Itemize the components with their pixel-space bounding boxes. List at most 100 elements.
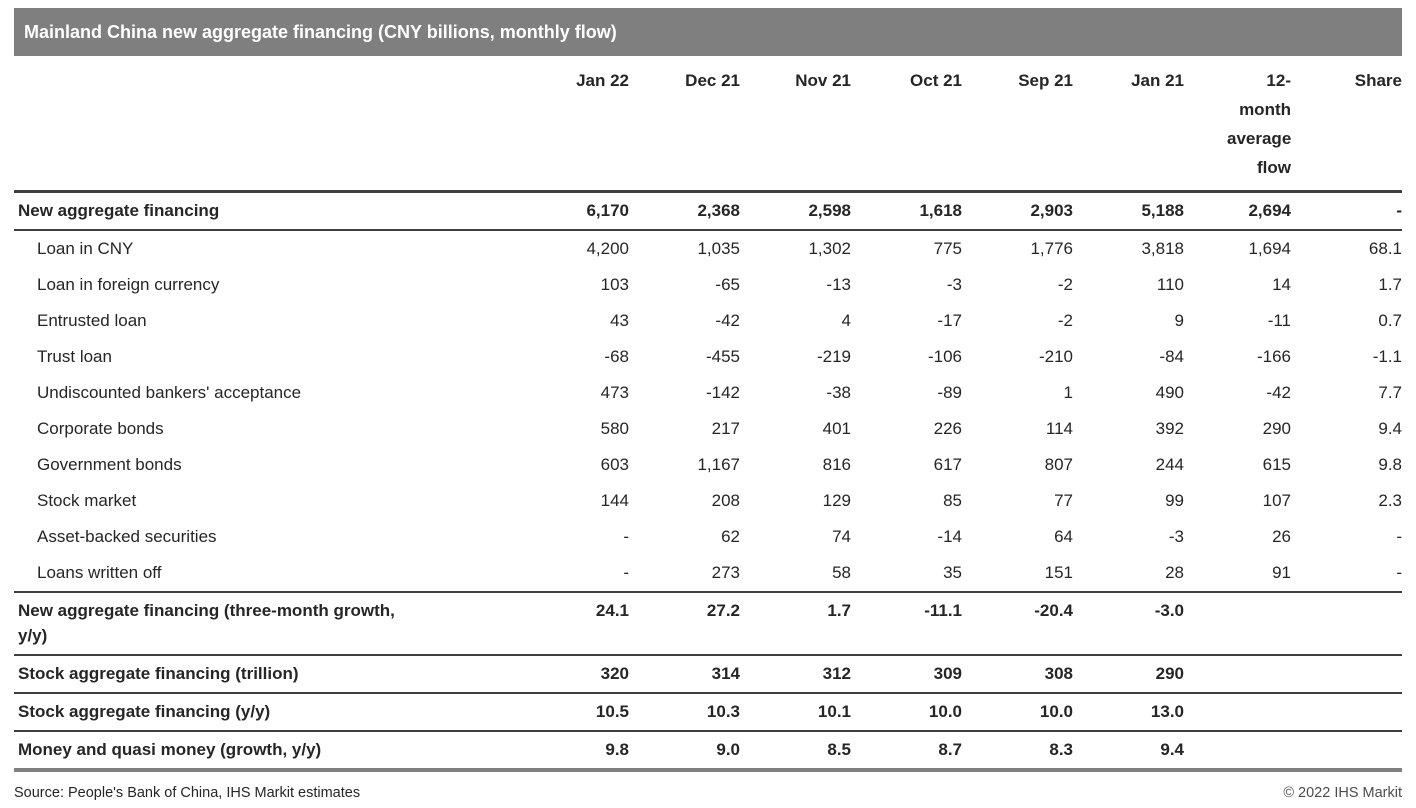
cell-value: -38 (826, 383, 851, 402)
cell-value: 9.4 (1378, 419, 1402, 438)
cell-value: - (1396, 563, 1402, 582)
table-row: Undiscounted bankers' acceptance 473 -142 -… (14, 375, 1402, 411)
cell-value: -68 (604, 347, 629, 366)
table-row: Stock market 144 208 129 85 77 99 107 2.3 (14, 483, 1402, 519)
table-row: Money and quasi money (growth, y/y) 9.8 9.… (14, 731, 1402, 770)
cell-value (1184, 731, 1291, 770)
cell-value: 392 (1155, 419, 1184, 438)
cell-value: 4 (841, 311, 851, 330)
cell-value: 290 (1155, 664, 1184, 683)
cell-value (1291, 655, 1402, 693)
cell-value: 580 (600, 419, 629, 438)
cell-value: 1 (1063, 383, 1073, 402)
cell-value: 2,598 (808, 201, 851, 220)
cell-value: -2 (1057, 275, 1073, 294)
cell-value: 10.0 (1039, 702, 1073, 721)
row-label: Stock aggregate financing (trillion) (18, 664, 299, 683)
cell-value: 273 (711, 563, 740, 582)
row-label: Money and quasi money (growth, y/y) (18, 740, 322, 759)
cell-value: -219 (816, 347, 851, 366)
table-row: Loan in CNY 4,200 1,035 1,302 775 1,776 3,818 1… (14, 230, 1402, 267)
row-label-header (14, 60, 518, 192)
row-label: New aggregate financing (18, 201, 220, 220)
cell-value: - (1396, 527, 1402, 546)
cell-value (1184, 693, 1291, 731)
cell-value: 2,903 (1030, 201, 1073, 220)
cell-value: 68.1 (1368, 239, 1402, 258)
cell-value: 8.3 (1049, 740, 1073, 759)
cell-value: -14 (937, 527, 962, 546)
table-row: Entrusted loan 43 -42 4 -17 -2 9 -11 0.7 (14, 303, 1402, 339)
cell-value: 290 (1262, 419, 1291, 438)
row-label: Loan in CNY (37, 239, 134, 258)
table-row: Government bonds 603 1,167 816 617 807 244 615 9… (14, 447, 1402, 483)
cell-value: 312 (822, 664, 851, 683)
cell-value: -210 (1038, 347, 1073, 366)
cell-value (1291, 693, 1402, 731)
table-row: New aggregate financing 6,170 2,368 2,598 1,… (14, 191, 1402, 230)
source-note: Source: People's Bank of China, IHS Mark… (14, 785, 361, 801)
cell-value: 401 (822, 419, 851, 438)
cell-value: 129 (822, 491, 851, 510)
column-header: Sep 21 (1018, 71, 1073, 90)
cell-value: -3.0 (1154, 601, 1184, 620)
cell-value: -455 (705, 347, 740, 366)
cell-value: 10.1 (817, 702, 851, 721)
cell-value: 320 (600, 664, 629, 683)
cell-value: -89 (937, 383, 962, 402)
cell-value: 8.7 (938, 740, 962, 759)
table-row: Trust loan -68 -455 -219 -106 -210 -84 -166 -1.1 (14, 339, 1402, 375)
cell-value: 9.0 (716, 740, 740, 759)
cell-value: 244 (1155, 455, 1184, 474)
row-label: Loan in foreign currency (37, 275, 220, 294)
cell-value (1291, 592, 1402, 655)
cell-value: 35 (943, 563, 962, 582)
cell-value: -2 (1057, 311, 1073, 330)
row-label: Entrusted loan (37, 311, 147, 330)
cell-value: -42 (1266, 383, 1291, 402)
cell-value: 110 (1156, 275, 1184, 294)
cell-value: -17 (937, 311, 962, 330)
cell-value: 603 (600, 455, 629, 474)
cell-value (1291, 731, 1402, 770)
cell-value: 9.8 (1378, 455, 1402, 474)
cell-value: 28 (1165, 563, 1184, 582)
header-row: Jan 22 Dec 21 Nov 21 Oct 21 Sep 21 Jan 21 12-m… (14, 60, 1402, 192)
cell-value: - (623, 527, 629, 546)
table-row: Stock aggregate financing (y/y) 10.5 10.3 1… (14, 693, 1402, 731)
row-label: Stock aggregate financing (y/y) (18, 702, 271, 721)
cell-value: 3,818 (1141, 239, 1184, 258)
cell-value: 615 (1262, 455, 1291, 474)
cell-value: 1,167 (697, 455, 740, 474)
cell-value: 1,694 (1248, 239, 1291, 258)
copyright-note: © 2022 IHS Markit (1283, 785, 1402, 801)
cell-value: 64 (1054, 527, 1073, 546)
cell-value: 27.2 (706, 601, 740, 620)
cell-value: 1.7 (1378, 275, 1402, 294)
cell-value: 26 (1272, 527, 1291, 546)
cell-value: 151 (1044, 563, 1073, 582)
cell-value: 1,302 (808, 239, 851, 258)
cell-value: -84 (1159, 347, 1184, 366)
cell-value: -106 (927, 347, 962, 366)
cell-value: 314 (711, 664, 740, 683)
row-label: Loans written off (37, 563, 162, 582)
cell-value: 10.3 (706, 702, 740, 721)
cell-value: 2.3 (1378, 491, 1402, 510)
cell-value: -42 (715, 311, 740, 330)
cell-value: 226 (933, 419, 962, 438)
cell-value: 99 (1165, 491, 1184, 510)
cell-value: 13.0 (1150, 702, 1184, 721)
cell-value: -13 (826, 275, 851, 294)
cell-value: 58 (832, 563, 851, 582)
cell-value: 1,618 (919, 201, 962, 220)
cell-value: - (1396, 201, 1402, 220)
column-header: 12-month average flow (1227, 71, 1291, 177)
column-header: Nov 21 (795, 71, 851, 90)
table-row: Asset-backed securities - 62 74 -14 64 -3 26 - (14, 519, 1402, 555)
cell-value: 9 (1174, 311, 1184, 330)
row-label: Trust loan (37, 347, 112, 366)
cell-value: 775 (933, 239, 962, 258)
table-title: Mainland China new aggregate financing (… (24, 22, 617, 42)
cell-value: 5,188 (1141, 201, 1184, 220)
